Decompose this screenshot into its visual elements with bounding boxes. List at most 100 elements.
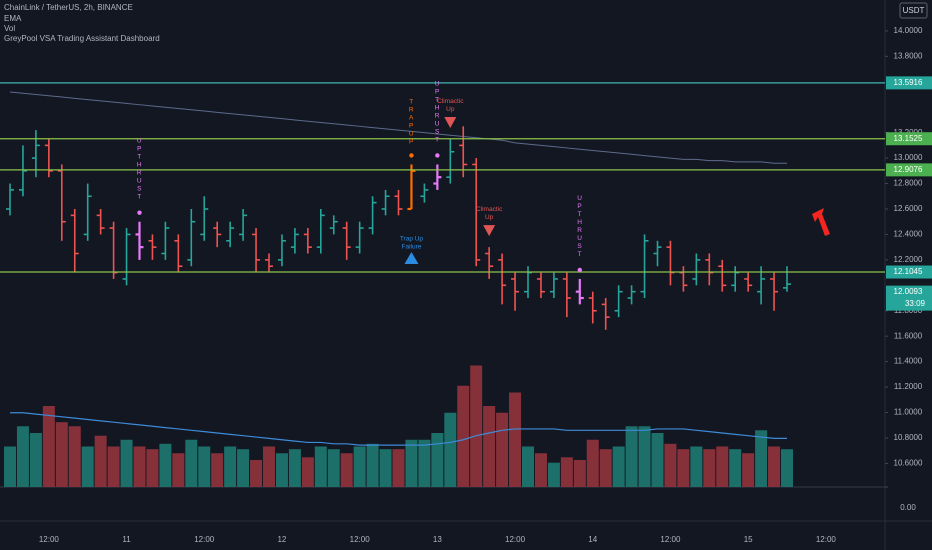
x-tick-label: 12:00 [505, 535, 526, 544]
y-tick-label: 12.2000 [894, 255, 923, 264]
volume-bar [275, 453, 288, 487]
volume-bar [68, 426, 81, 487]
currency-label[interactable]: USDT [903, 6, 925, 15]
volume-bar [159, 443, 172, 487]
volume-bar [431, 433, 444, 487]
volume-bar [405, 439, 418, 487]
volume-bar [4, 446, 16, 487]
signal-triangle [483, 225, 496, 237]
volume-bar [42, 406, 55, 487]
volume-bar [729, 449, 742, 487]
volume-bar [560, 457, 573, 487]
volume-bar [81, 446, 94, 487]
signal-label: UPTHRUST [136, 138, 143, 202]
volume-bar [612, 446, 625, 487]
level-label: 13.5916 [894, 78, 923, 87]
volume-bar [392, 449, 405, 487]
volume-bar [366, 443, 379, 487]
volume-bar [768, 446, 781, 487]
volume-bar [133, 446, 146, 487]
signal-dot [577, 267, 582, 273]
volume-bar [599, 449, 612, 487]
volume-bar [418, 439, 431, 487]
arrow-icon [812, 208, 830, 236]
x-tick-label: 13 [433, 535, 442, 544]
volume-bar [211, 453, 224, 487]
signal-label: Up [446, 106, 455, 113]
y-tick-label: 10.6000 [894, 459, 923, 468]
volume-bar [690, 446, 703, 487]
level-label: 12.9076 [894, 165, 923, 174]
signal-label: Trap Up [400, 236, 424, 243]
volume-bar [353, 446, 366, 487]
volume-bar [664, 443, 677, 487]
y-tick-label: 10.8000 [894, 433, 923, 442]
signal-dot [435, 153, 440, 158]
y-tick-label: 11.0000 [894, 408, 923, 417]
legend-item: GreyPool VSA Trading Assistant Dashboard [4, 34, 160, 43]
volume-bar [716, 446, 729, 487]
volume-bar [237, 449, 250, 487]
signal-label: Failure [402, 244, 422, 251]
volume-bar [534, 453, 547, 487]
volume-bar [146, 449, 159, 487]
y-tick-label: 11.4000 [894, 357, 923, 366]
volume-tick-label: 0.00 [900, 503, 916, 512]
volume-bar [379, 449, 392, 487]
volume-bar [586, 439, 599, 487]
signal-triangle [444, 117, 457, 129]
volume-bar [16, 426, 29, 487]
volume-bar [703, 449, 716, 487]
signal-label: UPTHRUST [434, 80, 441, 144]
volume-bar [638, 426, 651, 487]
volume-bar [172, 453, 185, 487]
volume-bar [120, 439, 133, 487]
level-label: 13.1525 [894, 134, 923, 143]
signal-triangle [404, 251, 419, 264]
volume-bar [107, 446, 120, 487]
volume-bar [327, 449, 340, 487]
x-tick-label: 14 [588, 535, 597, 544]
volume-bar [573, 460, 586, 487]
volume-bar [55, 422, 68, 487]
y-tick-label: 11.6000 [894, 331, 923, 340]
currency-button[interactable] [899, 2, 928, 19]
volume-bar [522, 446, 534, 487]
signal-label: Climactic [437, 98, 464, 105]
volume-bar [781, 449, 793, 487]
volume-bar [483, 406, 496, 487]
volume-bar [496, 412, 509, 487]
volume-bar [198, 446, 211, 487]
volume-bar [301, 457, 314, 487]
volume-bar [185, 439, 198, 487]
y-tick-label: 13.0000 [894, 153, 923, 162]
legend-item: Vol [4, 24, 15, 33]
volume-bar [288, 449, 301, 487]
volume-bar [314, 446, 327, 487]
volume-bar [263, 446, 275, 487]
x-tick-label: 12:00 [39, 535, 60, 544]
x-tick-label: 12 [277, 535, 286, 544]
y-tick-label: 11.2000 [894, 382, 923, 391]
volume-bar [625, 426, 638, 487]
volume-bar [444, 412, 457, 487]
signal-label: TRAPUP [408, 98, 415, 146]
volume-bar [651, 433, 664, 487]
level-label-bg [886, 163, 932, 177]
signal-dot [137, 210, 142, 215]
x-tick-label: 11 [122, 535, 131, 544]
y-tick-label: 12.6000 [894, 204, 923, 213]
volume-bar [29, 433, 42, 487]
volume-ma-line [10, 412, 787, 446]
countdown-label: 33:09 [905, 299, 926, 308]
volume-bar [755, 430, 768, 487]
volume-bar [742, 453, 755, 487]
volume-bar [224, 446, 237, 487]
chart-title: ChainLink / TetherUS, 2h, BINANCE [4, 3, 133, 12]
x-tick-label: 15 [744, 535, 753, 544]
price-label-bg [886, 285, 932, 311]
volume-bar [457, 385, 470, 487]
y-tick-label: 12.4000 [894, 230, 923, 239]
signal-label: Up [485, 214, 494, 221]
